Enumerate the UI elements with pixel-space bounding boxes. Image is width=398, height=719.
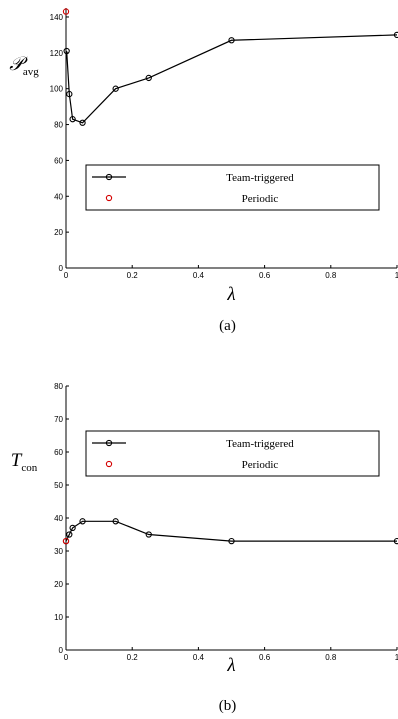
chart-panel-1: 0 10 20 30 40 50 60 70 80 0 0.2 0.4 0.6 0.8 1 Tcon λ (b) T… xyxy=(11,382,398,714)
y-tick-label: 60 xyxy=(54,156,63,165)
data-point-team-triggered xyxy=(145,74,152,82)
legend-entry-label: Team-triggered xyxy=(226,172,294,184)
series-line-team-triggered xyxy=(66,34,398,124)
y-tick-label: 0 xyxy=(59,646,64,655)
legend-marker xyxy=(105,173,113,181)
x-tick-label: 0.8 xyxy=(325,271,337,280)
x-tick-label: 1 xyxy=(395,653,398,662)
legend-box xyxy=(85,164,380,211)
y-tick-label: 80 xyxy=(54,382,63,391)
y-tick-label: 50 xyxy=(54,481,63,490)
data-point-team-triggered xyxy=(145,531,152,538)
data-point-periodic xyxy=(62,8,70,15)
y-tick-label: 20 xyxy=(54,228,63,237)
data-point-team-triggered xyxy=(112,85,119,92)
x-tick-label: 0.4 xyxy=(193,653,205,662)
legend-entry-label: Periodic xyxy=(242,459,279,471)
y-axis-label: Tcon xyxy=(11,450,38,474)
data-point-team-triggered xyxy=(393,537,398,545)
y-tick-label: 100 xyxy=(50,85,64,94)
x-tick-label: 1 xyxy=(395,271,398,280)
legend-marker xyxy=(105,439,113,447)
x-axis-label: λ xyxy=(226,655,235,676)
legend-box xyxy=(85,430,380,477)
y-tick-label: 70 xyxy=(54,415,63,424)
y-tick-label: 30 xyxy=(54,547,63,556)
data-point-periodic xyxy=(62,537,70,545)
data-point-team-triggered xyxy=(79,518,86,525)
data-point-team-triggered xyxy=(79,119,86,126)
data-point-team-triggered xyxy=(69,116,76,123)
x-tick-label: 0 xyxy=(64,271,69,280)
x-tick-label: 0.2 xyxy=(127,271,139,280)
y-tick-label: 20 xyxy=(54,580,63,589)
data-point-team-triggered xyxy=(228,37,235,44)
chart-panel-0: 0 20 40 60 80 100 120 140 0 0.2 0.4 0.6 0.8 1 𝒫avg λ (a)… xyxy=(9,8,398,334)
data-point-team-triggered xyxy=(69,524,76,532)
y-tick-label: 120 xyxy=(50,49,64,58)
data-point-team-triggered xyxy=(63,47,70,55)
panel-caption: (a) xyxy=(219,318,236,334)
x-tick-label: 0.4 xyxy=(193,271,205,280)
legend-entry-label: Team-triggered xyxy=(226,438,294,450)
legend-entry-label: Periodic xyxy=(242,193,279,205)
data-point-team-triggered xyxy=(393,31,398,39)
y-tick-label: 60 xyxy=(54,448,63,457)
y-tick-label: 40 xyxy=(54,192,63,201)
data-point-team-triggered xyxy=(66,90,73,98)
legend-marker xyxy=(105,194,113,202)
panel-caption: (b) xyxy=(219,698,237,714)
legend-marker xyxy=(105,460,113,468)
y-tick-label: 80 xyxy=(54,121,63,130)
data-point-team-triggered xyxy=(66,531,73,538)
x-tick-label: 0.6 xyxy=(259,271,271,280)
x-tick-label: 0.8 xyxy=(325,653,337,662)
data-point-team-triggered xyxy=(112,518,119,525)
x-tick-label: 0.6 xyxy=(259,653,271,662)
x-tick-label: 0 xyxy=(64,653,69,662)
y-tick-label: 10 xyxy=(54,613,63,622)
x-tick-label: 0.2 xyxy=(127,653,139,662)
data-point-team-triggered xyxy=(228,537,235,545)
y-tick-label: 140 xyxy=(50,13,64,22)
y-tick-label: 40 xyxy=(54,514,63,523)
y-tick-label: 0 xyxy=(59,264,64,273)
y-axis-label: 𝒫avg xyxy=(9,54,39,78)
x-axis-label: λ xyxy=(226,284,235,305)
series-line-team-triggered xyxy=(65,520,397,542)
